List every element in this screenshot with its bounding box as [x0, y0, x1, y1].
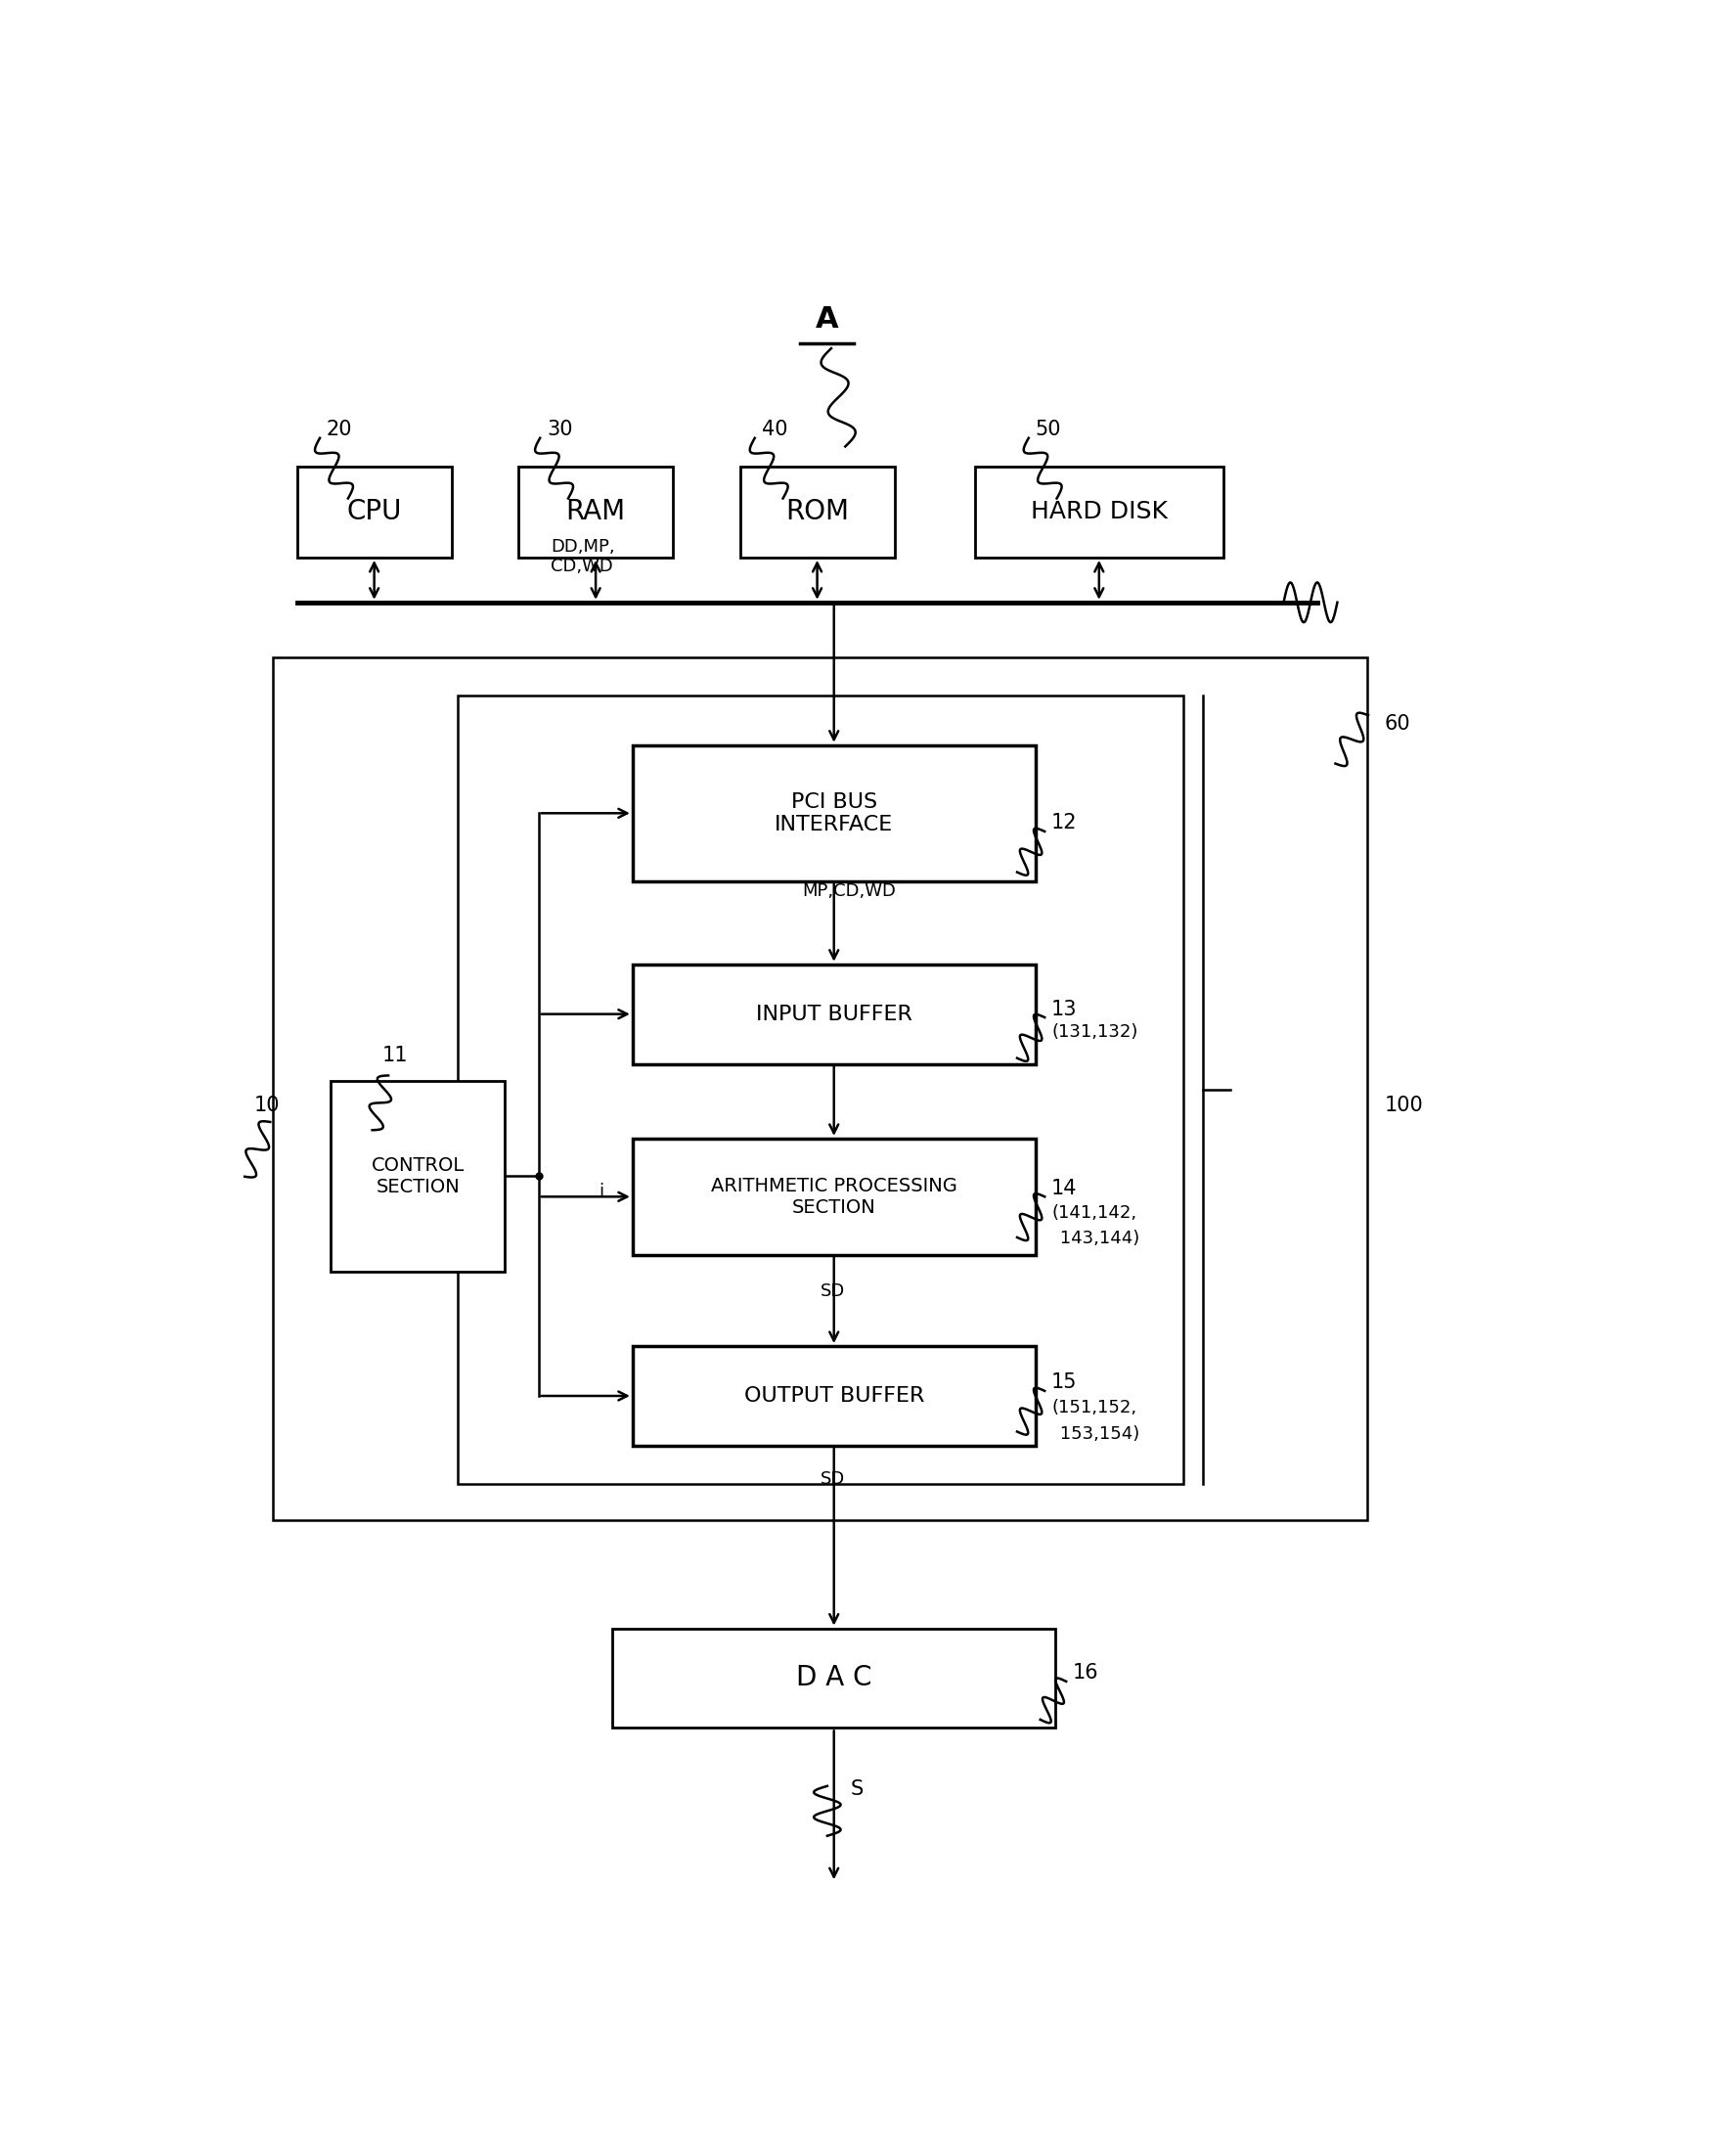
Text: ROM: ROM — [785, 498, 849, 526]
Bar — [298, 466, 452, 558]
Bar — [632, 964, 1036, 1063]
Bar — [518, 466, 672, 558]
Bar — [457, 696, 1183, 1483]
Text: (141,142,: (141,142, — [1051, 1205, 1136, 1222]
Text: 40: 40 — [762, 420, 788, 440]
Text: i: i — [599, 1184, 604, 1201]
Text: A: A — [816, 306, 838, 334]
Text: 15: 15 — [1051, 1373, 1077, 1393]
Text: 50: 50 — [1036, 420, 1062, 440]
Text: CONTROL
SECTION: CONTROL SECTION — [371, 1156, 464, 1197]
Text: DD,MP,
CD,WD: DD,MP, CD,WD — [551, 537, 615, 576]
Bar — [274, 658, 1367, 1520]
Bar — [632, 1345, 1036, 1447]
Text: (151,152,: (151,152, — [1051, 1399, 1136, 1416]
Text: OUTPUT BUFFER: OUTPUT BUFFER — [743, 1386, 925, 1406]
Text: 14: 14 — [1051, 1179, 1077, 1199]
Bar — [331, 1080, 506, 1272]
Bar — [613, 1628, 1055, 1727]
Text: (131,132): (131,132) — [1051, 1024, 1138, 1041]
Text: 100: 100 — [1384, 1095, 1424, 1115]
Bar — [632, 746, 1036, 882]
Text: 11: 11 — [381, 1046, 407, 1065]
Bar — [632, 1138, 1036, 1255]
Text: 13: 13 — [1051, 1000, 1077, 1020]
Text: 143,144): 143,144) — [1055, 1229, 1140, 1246]
Text: PCI BUS
INTERFACE: PCI BUS INTERFACE — [774, 791, 894, 834]
Text: MP,CD,WD: MP,CD,WD — [802, 882, 895, 899]
Text: CPU: CPU — [346, 498, 402, 526]
Text: S: S — [850, 1779, 863, 1798]
Text: 20: 20 — [327, 420, 353, 440]
Text: 60: 60 — [1384, 714, 1410, 733]
Text: 10: 10 — [255, 1095, 281, 1115]
Text: D A C: D A C — [797, 1664, 871, 1692]
Text: HARD DISK: HARD DISK — [1031, 500, 1167, 524]
Text: 30: 30 — [547, 420, 573, 440]
Bar — [975, 466, 1223, 558]
Text: INPUT BUFFER: INPUT BUFFER — [755, 1005, 913, 1024]
Text: 12: 12 — [1051, 813, 1077, 832]
Bar — [740, 466, 894, 558]
Text: RAM: RAM — [566, 498, 625, 526]
Text: 16: 16 — [1072, 1664, 1098, 1684]
Text: SD: SD — [821, 1283, 845, 1300]
Text: ARITHMETIC PROCESSING
SECTION: ARITHMETIC PROCESSING SECTION — [710, 1177, 958, 1216]
Text: 153,154): 153,154) — [1055, 1425, 1140, 1442]
Text: SD: SD — [821, 1470, 845, 1488]
